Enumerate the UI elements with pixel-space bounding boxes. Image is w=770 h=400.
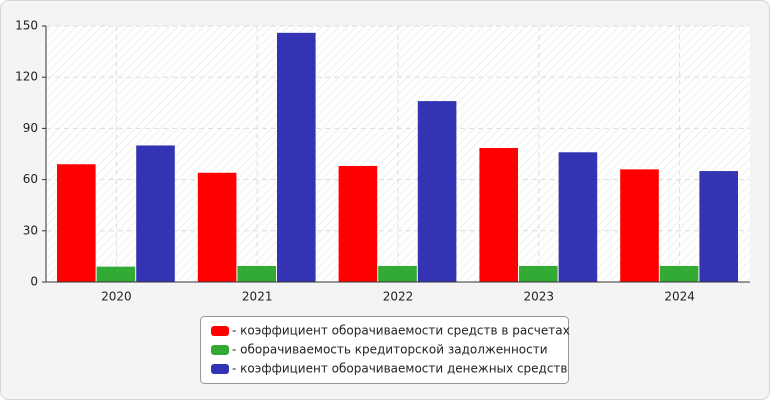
y-tick-label: 120 <box>15 70 38 84</box>
bar <box>519 265 558 282</box>
x-tick-label: 2022 <box>383 290 414 304</box>
legend-label: - коэффициент оборачиваемости средств в … <box>232 324 570 338</box>
y-tick-label: 60 <box>23 172 38 186</box>
legend-swatch <box>211 345 229 355</box>
legend-swatch <box>211 326 229 336</box>
x-tick-label: 2023 <box>524 290 555 304</box>
bar <box>96 266 136 282</box>
bar <box>197 172 237 282</box>
bar <box>277 32 316 283</box>
y-tick-label: 0 <box>30 275 38 289</box>
bar <box>338 165 378 282</box>
x-tick-label: 2024 <box>664 290 695 304</box>
y-tick-label: 90 <box>23 121 38 135</box>
y-tick-label: 150 <box>15 19 38 33</box>
bar <box>558 152 598 282</box>
bar <box>659 265 699 282</box>
bar <box>237 265 276 282</box>
legend-label: - оборачиваемость кредиторской задолженн… <box>232 343 548 357</box>
x-tick-label: 2021 <box>242 290 273 304</box>
legend-box <box>200 316 569 384</box>
bar <box>57 164 96 282</box>
bar <box>136 145 175 282</box>
y-tick-label: 30 <box>23 223 38 237</box>
bar <box>699 171 738 282</box>
bar <box>620 169 659 282</box>
bar <box>378 265 417 282</box>
bar <box>417 101 457 283</box>
bar <box>479 148 518 282</box>
legend-label: - коэффициент оборачиваемости денежных с… <box>232 362 568 376</box>
legend-swatch <box>211 364 229 374</box>
x-tick-label: 2020 <box>101 290 132 304</box>
